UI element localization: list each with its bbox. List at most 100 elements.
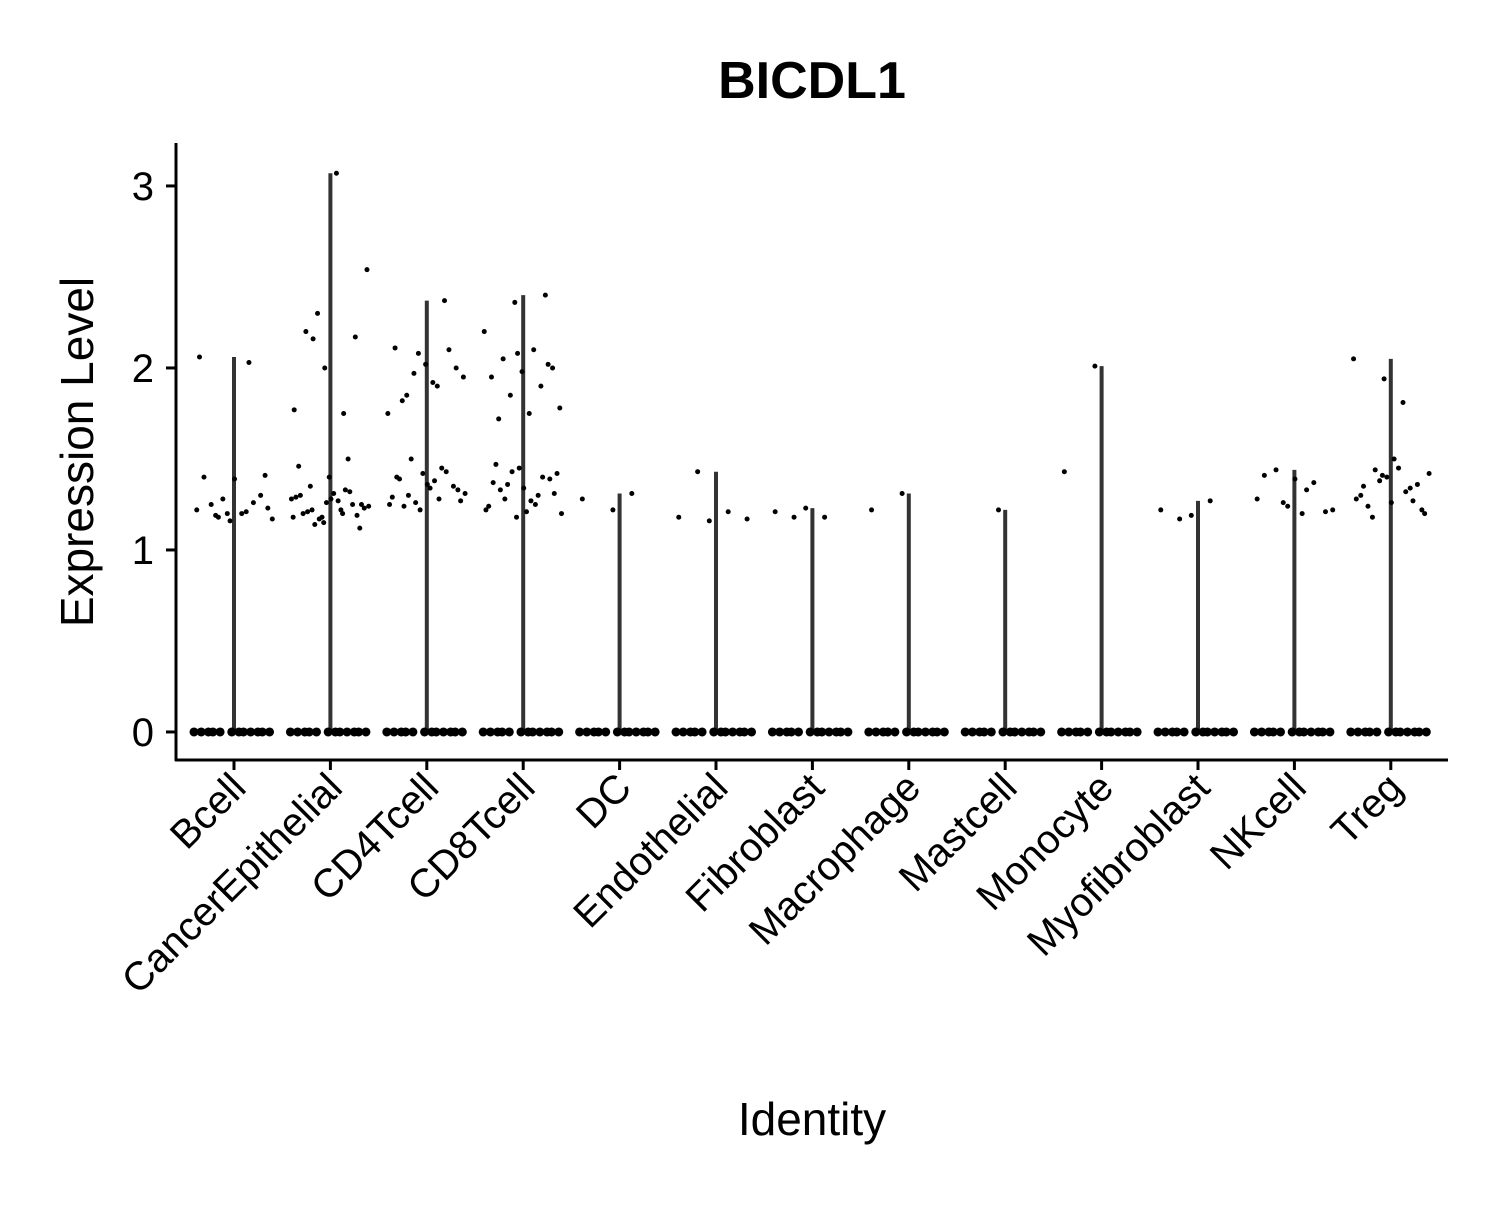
data-point [542, 727, 552, 737]
data-point [504, 727, 514, 737]
data-point [512, 299, 518, 305]
data-point [1372, 727, 1382, 737]
data-point [401, 503, 407, 509]
data-point [443, 469, 449, 475]
data-point [612, 727, 622, 737]
data-point [1167, 727, 1177, 737]
data-point [389, 727, 399, 737]
data-point [610, 507, 616, 513]
data-point [342, 727, 352, 737]
data-point [1120, 727, 1130, 737]
data-point [803, 505, 809, 511]
data-point [514, 514, 520, 520]
data-point [1273, 467, 1279, 473]
data-point [1325, 727, 1335, 737]
data-point [427, 727, 437, 737]
data-point [357, 525, 363, 531]
data-point [638, 727, 648, 737]
data-point [554, 727, 564, 737]
data-point [629, 491, 635, 497]
data-point [423, 361, 429, 367]
data-point [197, 354, 203, 360]
data-point [782, 727, 792, 737]
data-point [1132, 727, 1142, 737]
data-point [387, 501, 393, 507]
data-point [413, 500, 419, 506]
data-point [442, 298, 448, 304]
data-point [967, 727, 977, 737]
data-point [523, 727, 533, 737]
data-point [358, 501, 364, 507]
data-point [291, 407, 297, 413]
data-point [1381, 376, 1387, 382]
data-point [290, 514, 296, 520]
data-point [725, 509, 731, 515]
data-point [288, 496, 294, 502]
data-point [547, 476, 553, 482]
data-point [194, 507, 200, 513]
data-point [1372, 467, 1378, 473]
data-point [1261, 472, 1267, 478]
data-point [300, 727, 310, 737]
data-point [1287, 727, 1297, 737]
chart-title: BICDL1 [718, 52, 906, 110]
data-point [528, 498, 534, 504]
data-point [805, 727, 815, 737]
data-point [1414, 481, 1420, 487]
data-point [1421, 727, 1431, 737]
data-point [747, 727, 757, 737]
data-point [457, 727, 467, 737]
data-point [523, 509, 529, 515]
data-point [352, 334, 358, 340]
data-point [1264, 727, 1274, 737]
data-point [239, 511, 245, 517]
data-point [678, 727, 688, 737]
data-point [486, 503, 492, 509]
data-point [1426, 471, 1432, 477]
data-point [246, 727, 256, 737]
y-axis-title: Expression Level [51, 277, 103, 627]
data-point [309, 507, 315, 513]
data-point [697, 727, 707, 737]
data-point [285, 727, 295, 737]
y-tick-label: 2 [132, 347, 154, 391]
data-point [531, 347, 537, 353]
data-point [1351, 356, 1357, 362]
data-point [253, 727, 263, 737]
data-point [322, 365, 328, 371]
data-point [1361, 483, 1367, 489]
data-point [232, 476, 238, 482]
data-point [772, 509, 778, 515]
data-point [775, 727, 785, 737]
data-point [385, 410, 391, 416]
data-point [1113, 727, 1123, 737]
data-point [493, 461, 499, 467]
data-point [258, 492, 264, 498]
data-point [685, 727, 695, 737]
data-point [330, 727, 340, 737]
data-point [496, 416, 502, 422]
data-point [397, 476, 403, 482]
data-point [557, 405, 563, 411]
data-point [1353, 727, 1363, 737]
data-point [427, 485, 433, 491]
data-point [1407, 485, 1413, 491]
data-point [909, 727, 919, 737]
data-point [345, 456, 351, 462]
data-point [227, 518, 233, 524]
data-point [417, 507, 423, 513]
data-point [347, 489, 353, 495]
data-point [460, 374, 466, 380]
data-point [300, 511, 306, 517]
data-point [695, 469, 701, 475]
data-point [250, 500, 256, 506]
data-point [196, 727, 206, 737]
data-point [1410, 727, 1420, 737]
data-point [1410, 498, 1416, 504]
data-point [307, 483, 313, 489]
data-point [871, 727, 881, 737]
data-point [1254, 496, 1260, 502]
data-point [265, 727, 275, 737]
data-point [521, 485, 527, 491]
data-point [551, 491, 557, 497]
